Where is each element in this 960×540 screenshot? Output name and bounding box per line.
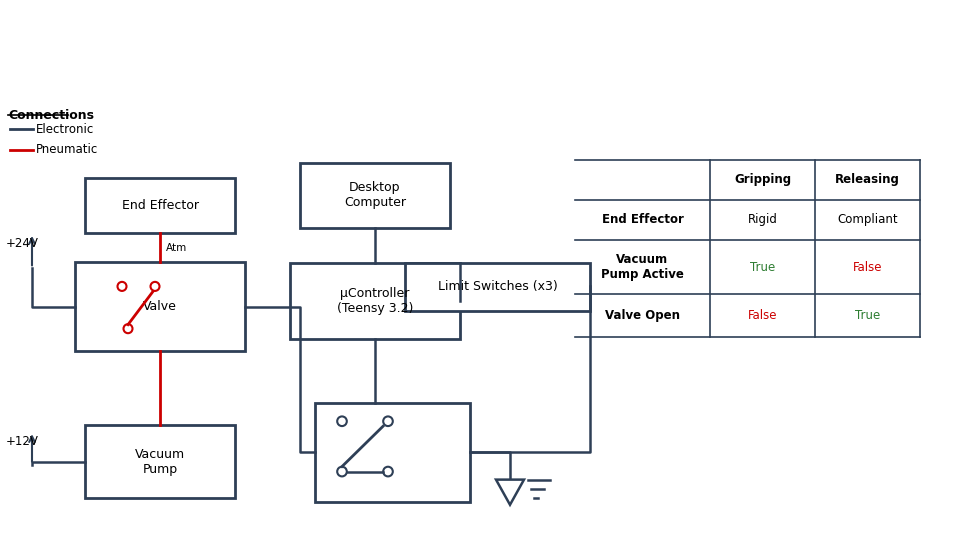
Bar [315,403,470,502]
Bar [85,426,235,498]
Text: Electronic: Electronic [36,123,94,136]
Text: True: True [854,309,880,322]
Text: Rigid: Rigid [748,213,778,226]
Bar [75,262,245,351]
Text: End Effector Actuation System & Logic: End Effector Actuation System & Logic [29,35,805,72]
Text: Vacuum
Pump: Vacuum Pump [135,448,185,476]
Bar [405,263,590,310]
Bar [300,163,450,228]
Text: Atm: Atm [166,243,187,253]
Text: Valve Open: Valve Open [605,309,680,322]
Bar [85,178,235,233]
Text: Compliant: Compliant [837,213,898,226]
Text: False: False [748,309,778,322]
Text: Pneumatic: Pneumatic [36,143,98,156]
Text: False: False [852,261,882,274]
Text: +24V: +24V [6,237,38,249]
Text: μController
(Teensy 3.2): μController (Teensy 3.2) [337,287,413,315]
Text: Releasing: Releasing [835,173,900,186]
Text: Valve: Valve [143,300,177,313]
Text: End Effector: End Effector [602,213,684,226]
Bar [290,263,460,339]
Text: True: True [750,261,775,274]
Text: Vacuum
Pump Active: Vacuum Pump Active [601,253,684,281]
Text: Gripping: Gripping [734,173,791,186]
Text: +12V: +12V [6,435,38,448]
Text: Limit Switches (x3): Limit Switches (x3) [438,280,558,293]
Text: Connections: Connections [8,109,94,122]
Text: End Effector: End Effector [122,199,199,212]
Text: Desktop
Computer: Desktop Computer [344,181,406,210]
Polygon shape [496,480,524,505]
